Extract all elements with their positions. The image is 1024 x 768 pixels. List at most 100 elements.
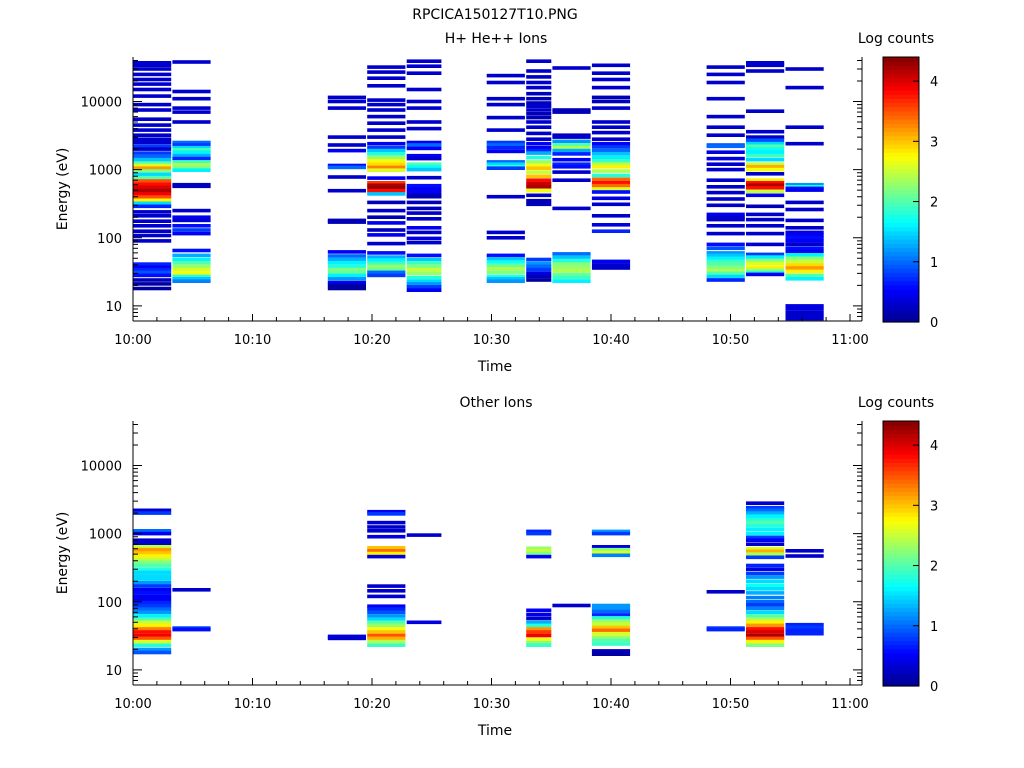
heatmap-cell [133,195,172,199]
heatmap-cell [591,99,631,104]
heatmap-cell [367,181,406,185]
colorbar-swatch [883,599,919,604]
heatmap-cell [172,143,211,147]
heatmap-cell [746,614,785,618]
heatmap-cell [133,140,172,145]
colorbar-swatch [883,77,919,83]
x-tick-label: 10:30 [473,697,510,712]
heatmap-cell [591,148,631,153]
colorbar-swatch [883,553,919,559]
heatmap-cell [746,575,785,579]
heatmap-cell [746,579,785,583]
colorbar-swatch [883,491,919,497]
heatmap-cell [367,549,406,553]
heatmap-cell [552,162,591,166]
colorbar-swatch [883,201,919,207]
heatmap-cell [526,641,552,645]
colorbar-swatch [883,230,919,236]
heatmap-cell [746,162,785,166]
heatmap-cell [367,114,406,119]
heatmap-cell [706,253,745,258]
colorbar-swatch [883,669,919,675]
heatmap-cell [406,143,442,147]
heatmap-cell [785,554,824,558]
heatmap-cell [133,179,172,183]
heatmap-cell [746,186,785,190]
colorbar-swatch [883,661,919,666]
heatmap-cell [706,96,745,101]
heatmap-cell [486,149,525,154]
heatmap-cell [367,264,406,269]
colorbar-swatch [883,652,919,658]
heatmap-cells [133,59,824,321]
heatmap-cell [526,120,552,124]
heatmap-cell [785,310,824,315]
heatmap-cell [591,169,631,173]
heatmap-cell [591,183,631,188]
heatmap-cell [172,89,211,94]
heatmap-cell [746,267,785,272]
heatmap-cell [486,270,525,275]
heatmap-cell [133,529,172,533]
x-tick-label: 10:20 [353,333,390,348]
heatmap-cell [746,217,785,222]
colorbar-swatch [883,139,919,145]
heatmap-cell [785,207,824,212]
heatmap-cell [785,253,824,257]
heatmap-cell [133,538,172,542]
heatmap-cell [406,167,442,172]
heatmap-cell [367,614,406,618]
heatmap-cell [746,567,785,572]
heatmap-cell [133,201,172,206]
heatmap-cell [552,165,591,169]
colorbar-swatch [883,247,919,253]
heatmap-cell [785,218,824,223]
heatmap-cell [327,267,366,272]
colorbar-swatch [883,565,919,571]
heatmap-cell [526,267,552,272]
heatmap-cell [746,181,785,185]
heatmap-cell [133,123,172,127]
colorbar-swatch [883,135,919,141]
heatmap-cell [552,148,591,153]
heatmap-cell [327,273,366,278]
colorbar-swatch [883,197,919,203]
heatmap-cell [327,99,366,104]
x-axis-label: Time [477,723,512,739]
heatmap-cell [367,270,406,275]
heatmap-cell [133,210,172,214]
heatmap-cell [746,538,785,542]
heatmap-cell [746,157,785,162]
heatmap-cell [746,546,785,551]
heatmap-cell [746,520,785,525]
heatmap-cell [552,110,591,114]
heatmap-cell [746,591,785,595]
heatmap-cell [526,104,552,109]
heatmap-cell [172,224,211,228]
heatmap-cell [526,202,552,207]
heatmap-cell [746,258,785,263]
heatmap-cell [367,604,406,608]
heatmap-cell [552,275,591,280]
colorbar-swatch [883,164,919,170]
heatmap-cell [172,168,211,172]
heatmap-cell [785,625,824,630]
heatmap-cell [367,152,406,156]
heatmap-cell [706,274,745,279]
heatmap-cell [706,217,745,222]
heatmap-cell [133,154,172,159]
heatmap-cell [133,577,172,581]
heatmap-cell [133,567,172,572]
y-tick-label: 1000 [89,528,122,543]
heatmap-cell [172,165,211,170]
heatmap-cell [746,643,785,647]
heatmap-cell [367,546,406,550]
heatmap-cell [591,95,631,100]
colorbar-tick-label: 1 [930,620,938,635]
colorbar-swatch [883,160,919,166]
colorbar-swatch [883,487,919,492]
colorbar-swatch [883,73,919,79]
heatmap-cell [486,194,525,199]
x-axis-label: Time [477,359,512,375]
